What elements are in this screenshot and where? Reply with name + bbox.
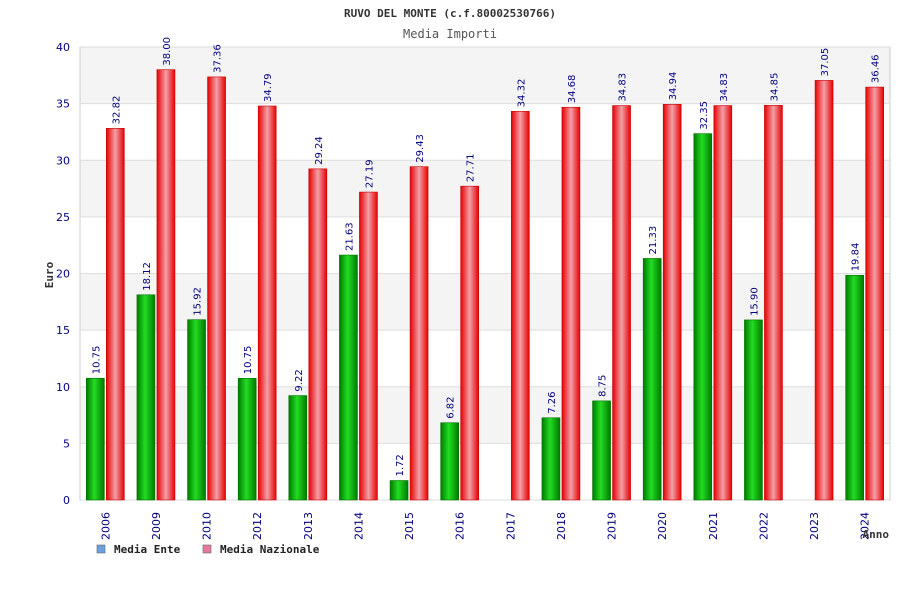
bar-media-nazionale (207, 76, 226, 501)
bar-value-label: 34.85 (769, 73, 780, 102)
bar-media-nazionale (713, 105, 733, 501)
x-tick-label: 2022 (757, 512, 770, 540)
y-tick-label: 10 (56, 381, 70, 394)
legend: Media Ente Media Nazionale (96, 543, 320, 556)
bar-value-label: 34.32 (516, 79, 527, 108)
x-axis-ticks: 2006 2009 2010 2012 2013 2014 2015 2016 2017 2018… (99, 512, 871, 540)
bar-media-nazionale (460, 185, 479, 501)
bar-media-nazionale (814, 80, 834, 501)
bars (86, 69, 884, 501)
bar-value-label: 10.75 (91, 346, 102, 375)
bar-value-label: 15.92 (193, 287, 204, 316)
bar-media-nazionale (764, 105, 783, 501)
bar-media-nazionale (106, 128, 125, 501)
bar-media-ente (136, 294, 156, 501)
bar-media-ente (389, 480, 409, 501)
bar-media-ente (339, 254, 358, 501)
x-tick-label: 2024 (859, 512, 872, 540)
bar-media-nazionale (511, 111, 530, 501)
legend-label-media-ente: Media Ente (114, 543, 181, 556)
bar-value-label: 37.36 (213, 44, 224, 73)
bar-value-label: 38.00 (162, 37, 173, 66)
bar-value-label: 34.94 (668, 72, 679, 101)
bar-media-ente (744, 319, 763, 501)
legend-swatch-media-ente (96, 544, 106, 554)
x-tick-label: 2009 (150, 512, 163, 540)
bar-value-label: 29.24 (314, 136, 325, 165)
x-tick-label: 2017 (504, 512, 517, 540)
bar-value-label: 10.75 (243, 346, 254, 375)
bar-media-nazionale (612, 105, 631, 501)
bar-value-label: 6.82 (446, 396, 457, 418)
bar-media-ente (541, 417, 561, 501)
x-tick-label: 2010 (201, 512, 214, 540)
bar-value-label: 34.68 (567, 75, 578, 104)
chart-title: RUVO DEL MONTE (c.f.80002530766) (344, 7, 556, 20)
x-tick-label: 2014 (352, 512, 365, 540)
bar-value-label: 8.75 (598, 375, 609, 397)
bar-value-label: 21.33 (648, 226, 659, 255)
y-tick-label: 15 (56, 324, 70, 337)
y-axis-ticks: 0 5 10 15 20 25 30 35 40 (56, 41, 70, 507)
legend-swatch-media-nazionale (202, 544, 212, 554)
bar-value-label: 36.46 (871, 54, 882, 83)
legend-label-media-nazionale: Media Nazionale (220, 543, 320, 556)
bar-media-nazionale (865, 86, 884, 501)
bar-value-label: 37.05 (820, 48, 831, 77)
bar-media-nazionale (561, 106, 581, 501)
bar-value-label: 34.83 (719, 73, 730, 102)
bar-media-nazionale (662, 104, 682, 501)
bar-media-ente (592, 400, 611, 501)
y-axis-label: Euro (43, 261, 56, 288)
bar-media-ente (237, 377, 257, 501)
bar-value-label: 32.35 (699, 101, 710, 130)
y-tick-label: 35 (56, 98, 70, 111)
bar-media-ente (86, 377, 105, 501)
bar-value-label: 7.26 (547, 392, 558, 414)
bar-media-ente (187, 319, 206, 501)
bar-value-label: 29.43 (415, 134, 426, 163)
bar-value-label: 34.79 (263, 73, 274, 102)
x-tick-label: 2015 (403, 512, 416, 540)
bar-value-label: 32.82 (111, 96, 122, 125)
x-tick-label: 2021 (707, 512, 720, 540)
x-axis-label: Anno (863, 528, 890, 541)
bar-value-label: 19.84 (851, 243, 862, 272)
bar-media-ente (288, 395, 308, 501)
x-tick-label: 2012 (251, 512, 264, 540)
y-tick-label: 30 (56, 154, 70, 167)
bar-media-nazionale (156, 69, 176, 501)
bar-media-ente (440, 422, 459, 501)
bar-value-label: 27.71 (466, 154, 477, 183)
bar-media-ente (845, 275, 864, 501)
x-tick-label: 2023 (808, 512, 821, 540)
y-tick-label: 25 (56, 211, 70, 224)
bar-media-nazionale (308, 168, 328, 501)
x-tick-label: 2016 (454, 512, 467, 540)
bar-value-label: 15.90 (749, 287, 760, 316)
bar-value-label: 18.12 (142, 262, 153, 291)
bar-media-nazionale (257, 105, 277, 501)
bar-media-ente (642, 258, 662, 501)
value-labels: 10.75 32.82 18.12 38.00 15.92 37.36 10.75 34.79… (91, 37, 881, 477)
y-tick-label: 20 (56, 268, 70, 281)
x-tick-label: 2006 (99, 512, 112, 540)
bar-value-label: 34.83 (618, 73, 629, 102)
y-tick-label: 0 (63, 494, 70, 507)
y-tick-label: 40 (56, 41, 70, 54)
bar-value-label: 21.63 (344, 222, 355, 251)
y-tick-label: 5 (63, 437, 70, 450)
x-tick-label: 2018 (555, 512, 568, 540)
bar-media-ente (693, 133, 713, 501)
x-tick-label: 2020 (656, 512, 669, 540)
bar-value-label: 1.72 (395, 454, 406, 476)
x-tick-label: 2013 (302, 512, 315, 540)
chart-subtitle: Media Importi (403, 27, 497, 41)
bar-value-label: 9.22 (294, 369, 305, 391)
bar-media-nazionale (359, 191, 378, 501)
x-tick-label: 2019 (606, 512, 619, 540)
bar-value-label: 27.19 (364, 159, 375, 188)
bar-media-nazionale (409, 166, 429, 501)
